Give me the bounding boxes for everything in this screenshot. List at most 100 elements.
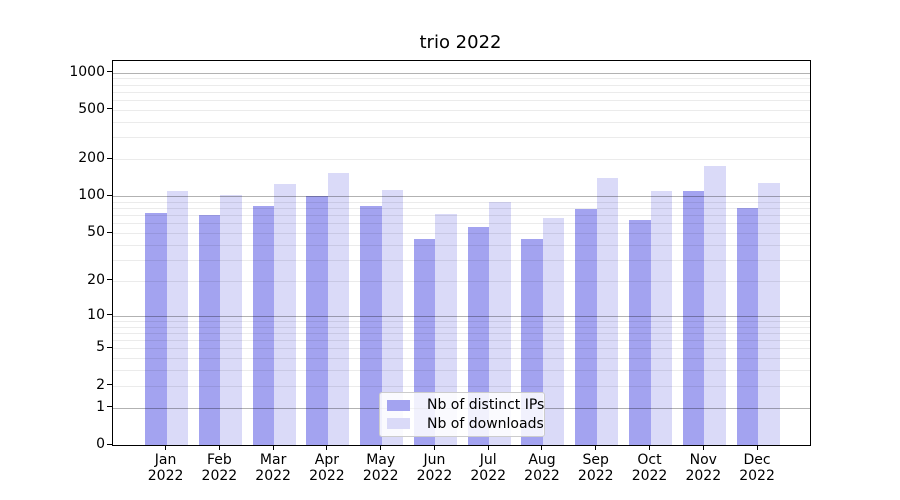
minor-gridline-400: [113, 121, 810, 123]
minor-gridline-300: [113, 137, 810, 139]
x-tick-mark-feb: [218, 445, 220, 450]
x-tick-month: Jul: [479, 452, 497, 468]
minor-gridline-70: [113, 215, 810, 217]
x-tick-year: 2022: [201, 467, 238, 484]
y-tick-label-500: 500: [78, 100, 105, 117]
minor-gridline-80: [113, 208, 810, 210]
x-tick-month: Apr: [314, 452, 340, 468]
x-tick-month: Nov: [689, 452, 717, 468]
legend-item-downloads: Nb of downloads: [380, 416, 544, 432]
x-tick-mark-jul: [487, 445, 489, 450]
major-gridline-10: [113, 315, 810, 317]
y-tick-mark-10: [107, 314, 112, 316]
legend-item-distinct-ips: Nb of distinct IPs: [380, 397, 544, 413]
x-tick-mark-nov: [702, 445, 704, 450]
bar-nb-of-downloads-jul: [489, 201, 511, 445]
minor-gridline-200: [113, 159, 810, 161]
x-tick-year: 2022: [685, 467, 722, 484]
x-tick-label-sep: Sep 2022: [564, 452, 628, 484]
x-tick-year: 2022: [739, 467, 775, 484]
y-tick-mark-500: [107, 108, 112, 110]
x-tick-month: Sep: [582, 452, 609, 468]
x-tick-mark-dec: [756, 445, 758, 450]
major-gridline-100: [113, 196, 810, 198]
x-tick-mark-sep: [595, 445, 597, 450]
y-tick-mark-1000: [107, 71, 112, 73]
plot-area: [112, 60, 811, 446]
bar-nb-of-downloads-dec: [758, 183, 780, 445]
y-tick-mark-20: [107, 279, 112, 281]
bar-nb-of-downloads-may: [381, 189, 404, 445]
y-tick-mark-50: [107, 231, 112, 233]
minor-gridline-7: [113, 332, 810, 334]
x-tick-mark-oct: [649, 445, 651, 450]
x-tick-label-jul: Jul 2022: [456, 452, 520, 484]
y-tick-mark-100: [107, 194, 112, 196]
x-tick-month: Oct: [637, 452, 662, 468]
x-tick-mark-apr: [326, 445, 328, 450]
y-tick-label-20: 20: [87, 271, 105, 288]
x-tick-mark-aug: [541, 445, 543, 450]
bar-nb-of-distinct-ips-jan: [145, 212, 167, 445]
x-tick-label-feb: Feb 2022: [187, 452, 251, 484]
x-tick-label-nov: Nov 2022: [671, 452, 735, 484]
x-tick-label-dec: Dec 2022: [725, 452, 789, 484]
x-tick-year: 2022: [255, 467, 291, 484]
x-tick-month: May: [366, 452, 396, 468]
x-tick-year: 2022: [147, 467, 184, 484]
y-tick-label-10: 10: [87, 306, 105, 323]
y-tick-label-2: 2: [96, 376, 105, 393]
y-tick-mark-200: [107, 157, 112, 159]
x-tick-mark-jun: [433, 445, 435, 450]
minor-gridline-6: [113, 340, 810, 342]
x-tick-label-jan: Jan 2022: [134, 452, 198, 484]
bar-nb-of-downloads-nov: [704, 166, 726, 445]
minor-gridline-5: [113, 348, 810, 350]
minor-gridline-40: [113, 244, 810, 246]
x-tick-year: 2022: [631, 467, 668, 484]
x-tick-month: Feb: [206, 452, 232, 468]
bar-nb-of-downloads-aug: [542, 218, 565, 445]
minor-gridline-60: [113, 223, 810, 225]
bar-nb-of-distinct-ips-dec: [736, 208, 759, 445]
legend-label-distinct-ips: Nb of distinct IPs: [427, 397, 545, 414]
y-tick-mark-0: [107, 443, 112, 445]
y-tick-mark-5: [107, 346, 112, 348]
x-tick-label-aug: Aug 2022: [510, 452, 574, 484]
y-tick-label-100: 100: [78, 187, 105, 204]
y-tick-label-1: 1: [96, 398, 105, 415]
bar-nb-of-distinct-ips-jul: [467, 227, 490, 445]
x-tick-mark-may: [380, 445, 382, 450]
minor-gridline-900: [113, 78, 810, 80]
minor-gridline-700: [113, 91, 810, 93]
legend: Nb of distinct IPs Nb of downloads: [379, 392, 545, 437]
x-tick-label-jun: Jun 2022: [402, 452, 466, 484]
x-tick-mark-mar: [272, 445, 274, 450]
bar-nb-of-downloads-feb: [220, 194, 242, 445]
x-tick-month: Jan: [154, 452, 177, 468]
bar-nb-of-distinct-ips-apr: [306, 196, 328, 445]
bar-nb-of-distinct-ips-nov: [682, 190, 705, 445]
bar-nb-of-downloads-jan: [166, 190, 189, 445]
legend-swatch-distinct-ips: [387, 399, 410, 411]
y-tick-mark-1: [107, 406, 112, 408]
x-tick-year: 2022: [524, 467, 560, 484]
chart-title: trio 2022: [419, 32, 502, 53]
minor-gridline-500: [113, 109, 810, 111]
x-tick-year: 2022: [362, 467, 399, 484]
minor-gridline-50: [113, 233, 810, 235]
y-tick-label-5: 5: [96, 339, 105, 356]
x-tick-label-mar: Mar 2022: [241, 452, 305, 484]
bar-nb-of-downloads-apr: [327, 173, 350, 445]
major-gridline-1000: [113, 72, 810, 74]
x-tick-month: Mar: [259, 452, 287, 468]
bar-nb-of-distinct-ips-may: [360, 205, 382, 445]
x-tick-label-apr: Apr 2022: [295, 452, 359, 484]
x-tick-year: 2022: [309, 467, 345, 484]
bar-nb-of-distinct-ips-oct: [629, 219, 651, 445]
x-tick-month: Jun: [423, 452, 446, 468]
bar-nb-of-distinct-ips-feb: [198, 215, 221, 445]
y-tick-label-50: 50: [87, 224, 105, 241]
minor-gridline-90: [113, 201, 810, 203]
